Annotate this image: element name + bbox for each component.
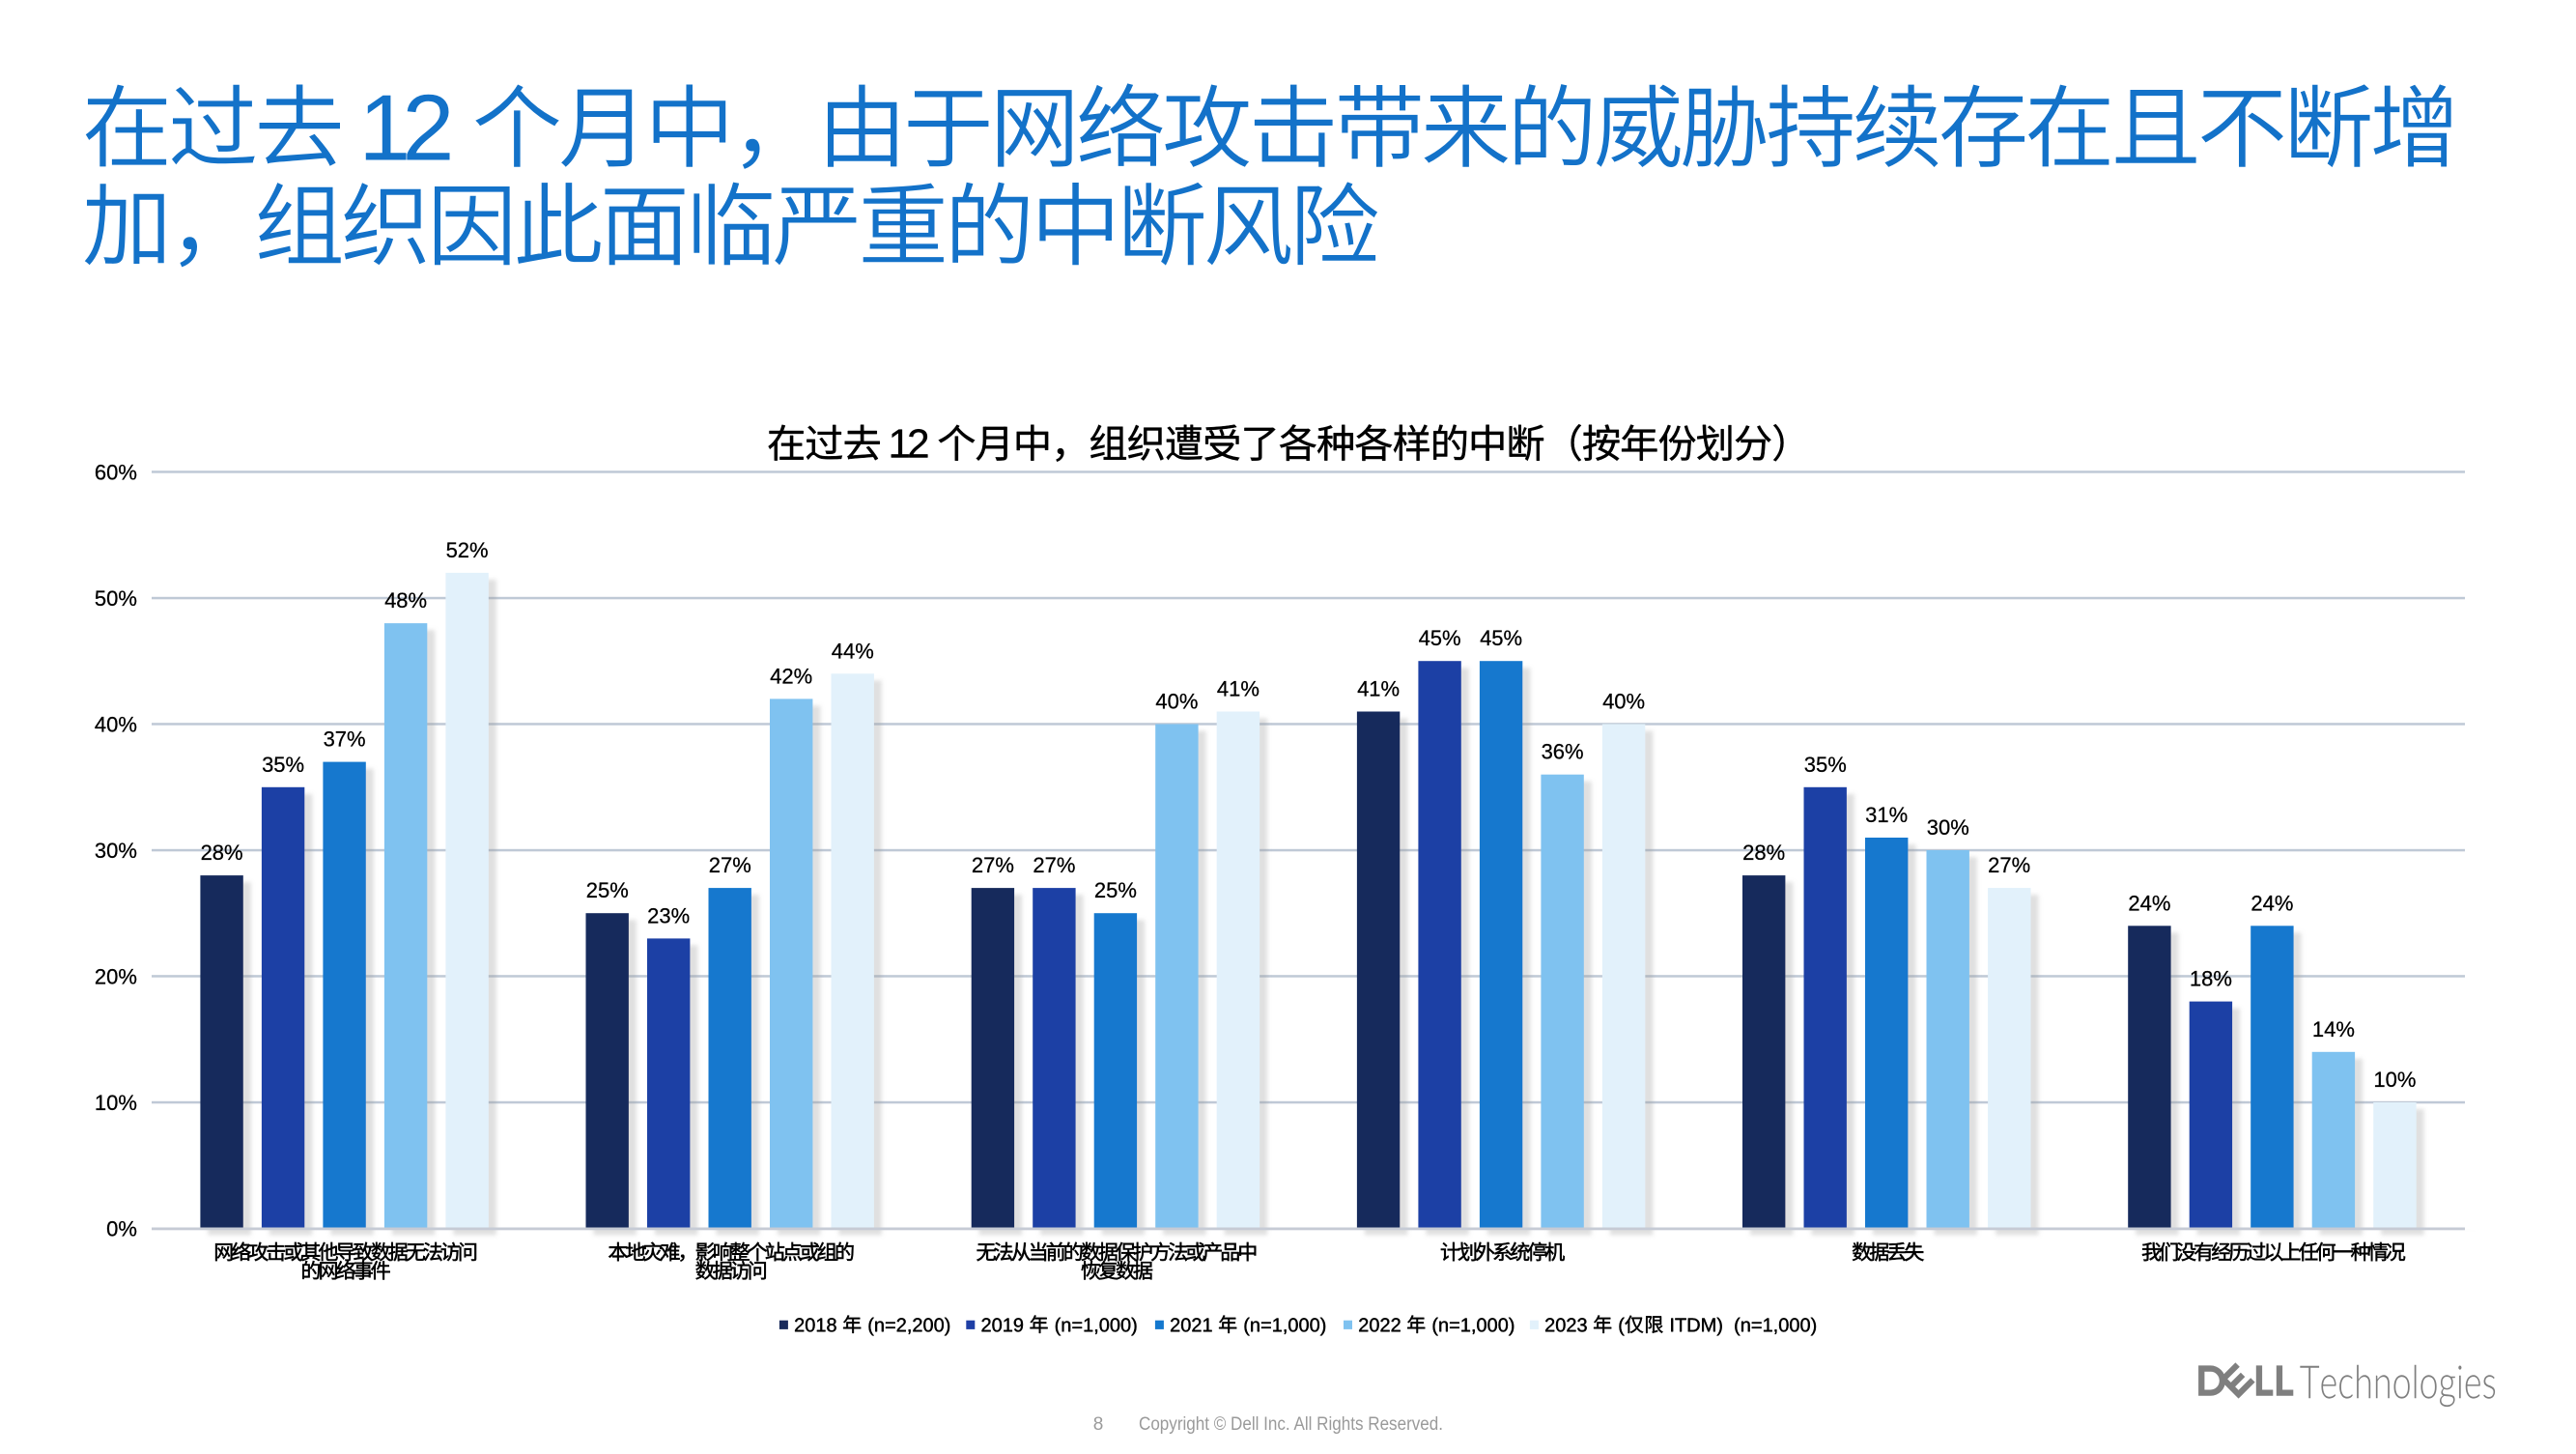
svg-text:18%: 18% <box>2190 967 2232 991</box>
svg-text:44%: 44% <box>832 639 874 663</box>
svg-text:8: 8 <box>1093 1414 1104 1435</box>
svg-text:10%: 10% <box>2373 1068 2416 1092</box>
svg-text:37%: 37% <box>324 727 366 752</box>
svg-text:25%: 25% <box>586 878 629 902</box>
svg-text:20%: 20% <box>95 964 137 988</box>
svg-text:40%: 40% <box>95 712 137 736</box>
svg-text:27%: 27% <box>1988 853 2030 877</box>
svg-text:42%: 42% <box>770 664 812 688</box>
svg-text:Copyright © Dell Inc. All Righ: Copyright © Dell Inc. All Rights Reserve… <box>1139 1414 1443 1435</box>
svg-text:23%: 23% <box>647 903 690 927</box>
svg-text:28%: 28% <box>201 841 243 865</box>
svg-text:27%: 27% <box>972 853 1014 877</box>
svg-text:24%: 24% <box>2128 891 2170 915</box>
svg-text:10%: 10% <box>95 1091 137 1115</box>
svg-text:35%: 35% <box>1804 753 1847 777</box>
svg-text:36%: 36% <box>1542 740 1584 764</box>
svg-text:14%: 14% <box>2312 1017 2355 1041</box>
svg-text:27%: 27% <box>709 853 751 877</box>
svg-text:28%: 28% <box>1742 841 1785 865</box>
svg-text:48%: 48% <box>384 588 427 613</box>
svg-text:41%: 41% <box>1217 677 1260 701</box>
svg-text:27%: 27% <box>1033 853 1075 877</box>
svg-text:30%: 30% <box>1927 815 1969 840</box>
svg-text:45%: 45% <box>1419 626 1461 650</box>
svg-text:40%: 40% <box>1155 690 1198 714</box>
svg-text:25%: 25% <box>1094 878 1137 902</box>
svg-text:30%: 30% <box>95 839 137 863</box>
svg-text:52%: 52% <box>446 538 489 562</box>
svg-text:40%: 40% <box>1602 690 1645 714</box>
svg-text:60%: 60% <box>95 460 137 484</box>
svg-text:41%: 41% <box>1357 677 1400 701</box>
svg-text:35%: 35% <box>262 753 304 777</box>
svg-text:0%: 0% <box>106 1216 137 1240</box>
svg-text:24%: 24% <box>2250 891 2293 915</box>
svg-text:50%: 50% <box>95 586 137 611</box>
svg-text:45%: 45% <box>1480 626 1522 650</box>
svg-text:31%: 31% <box>1865 803 1908 827</box>
